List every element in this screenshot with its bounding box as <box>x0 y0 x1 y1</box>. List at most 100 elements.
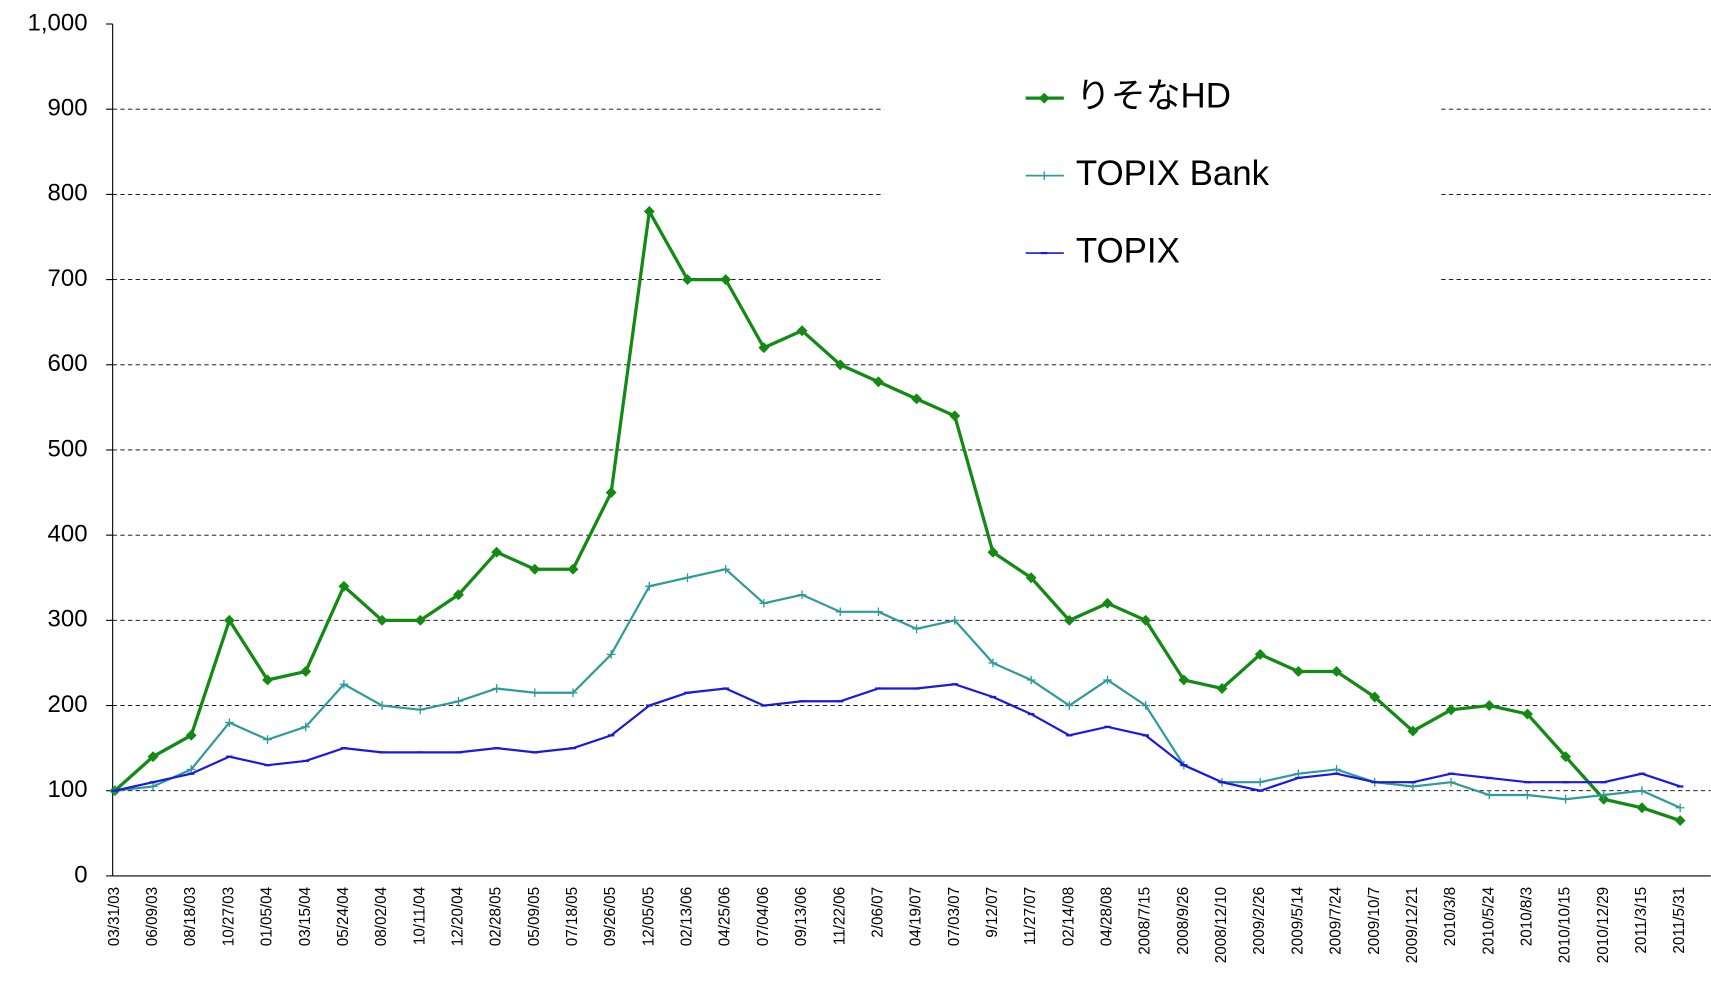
marker <box>758 342 770 354</box>
line <box>113 206 1681 823</box>
line <box>114 568 1681 809</box>
marker <box>721 564 731 574</box>
marker <box>874 607 883 617</box>
y-tick-label: 800 <box>48 180 88 207</box>
marker <box>987 546 999 558</box>
x-tick-label: 2/06/07 <box>869 887 886 938</box>
marker <box>1483 700 1495 711</box>
legend-entry: TOPIX <box>1025 231 1180 270</box>
marker <box>1599 790 1609 800</box>
legend-label: りそなHD <box>1076 76 1231 115</box>
x-tick-label: 2010/5/24 <box>1480 886 1497 954</box>
marker <box>949 410 961 422</box>
marker <box>1254 648 1266 660</box>
marker <box>567 563 579 575</box>
marker <box>491 546 503 558</box>
x-tick-label: 05/24/04 <box>335 886 352 946</box>
marker <box>263 735 272 744</box>
marker <box>454 696 463 706</box>
marker <box>682 274 693 286</box>
marker <box>1178 674 1190 686</box>
x-tick-label: 11/22/06 <box>831 887 848 945</box>
marker <box>912 624 921 634</box>
x-tick-label: 04/25/06 <box>717 887 734 946</box>
x-tick-label: 08/02/04 <box>373 886 390 946</box>
marker <box>568 688 578 698</box>
marker <box>950 615 960 625</box>
marker <box>530 688 540 698</box>
x-tick-label: 02/28/05 <box>488 887 505 946</box>
x-tick-label: 2010/3/8 <box>1442 887 1459 946</box>
x-tick-label: 2011/5/31 <box>1671 887 1688 954</box>
x-tick-label: 03/15/04 <box>297 886 314 946</box>
x-tick-label: 2008/7/15 <box>1137 887 1154 955</box>
x-tick-label: 02/13/06 <box>679 887 696 946</box>
x-tick-label: 2008/9/26 <box>1175 887 1192 955</box>
x-tick-label: 2009/2/26 <box>1251 887 1268 955</box>
marker <box>1064 701 1074 710</box>
marker <box>872 376 884 388</box>
x-tick-label: 2010/12/29 <box>1595 887 1612 963</box>
y-tick-label: 600 <box>48 350 88 377</box>
marker <box>301 722 311 732</box>
marker <box>1408 782 1418 791</box>
x-tick-label: 09/13/06 <box>793 887 810 946</box>
x-tick-label: 02/14/08 <box>1060 887 1077 946</box>
marker <box>1140 614 1152 626</box>
legend-entry: TOPIX Bank <box>1025 154 1270 193</box>
y-tick-label: 400 <box>48 520 88 547</box>
marker <box>759 598 769 608</box>
y-tick-label: 500 <box>48 435 88 462</box>
marker <box>148 782 158 791</box>
marker <box>225 718 234 727</box>
x-tick-label: 2010/10/15 <box>1557 887 1574 963</box>
marker <box>1560 751 1572 763</box>
y-tick-label: 0 <box>74 861 87 888</box>
marker <box>1674 815 1686 826</box>
series <box>109 205 1686 826</box>
x-tick-label: 12/05/05 <box>640 887 657 946</box>
x-tick-label: 07/18/05 <box>564 887 581 946</box>
marker <box>339 679 349 689</box>
marker <box>1103 675 1112 685</box>
marker <box>1369 691 1381 703</box>
marker <box>376 614 388 626</box>
marker <box>1484 790 1494 800</box>
y-tick-label: 100 <box>48 776 88 803</box>
x-tick-label: 2008/12/10 <box>1213 887 1230 963</box>
marker <box>911 393 923 405</box>
marker <box>1636 802 1648 814</box>
y-tick-label: 300 <box>48 606 88 633</box>
x-tick-label: 08/18/03 <box>182 887 199 946</box>
marker <box>1523 790 1532 800</box>
x-tick-label: 12/20/04 <box>449 886 466 946</box>
marker <box>262 674 274 686</box>
x-tick-label: 2009/7/24 <box>1328 886 1345 954</box>
marker <box>415 705 425 715</box>
x-tick-label: 07/03/07 <box>946 887 963 946</box>
marker <box>492 684 501 693</box>
x-tick-label: 2010/8/3 <box>1518 887 1535 946</box>
x-tick-label: 04/28/08 <box>1099 887 1116 946</box>
legend-box <box>883 59 1438 284</box>
x-tick-label: 2009/5/14 <box>1289 886 1306 954</box>
x-tick-label: 2009/12/21 <box>1404 887 1421 963</box>
x-tick-label: 01/05/04 <box>259 886 276 946</box>
marker <box>1675 803 1685 813</box>
x-tick-label: 9/12/07 <box>984 887 1001 938</box>
marker <box>1063 614 1075 626</box>
marker <box>1255 777 1265 787</box>
marker <box>1332 765 1341 774</box>
x-tick-label: 06/09/03 <box>144 887 161 946</box>
marker <box>1292 666 1304 677</box>
x-tick-label: 11/27/07 <box>1022 887 1039 945</box>
legend-marker <box>1038 92 1050 104</box>
marker <box>185 729 197 741</box>
marker <box>1141 701 1151 710</box>
marker <box>1521 708 1533 720</box>
y-tick-label: 900 <box>48 95 88 122</box>
x-tick-label: 10/11/04 <box>411 886 428 945</box>
line <box>114 683 1681 792</box>
marker <box>988 658 998 668</box>
